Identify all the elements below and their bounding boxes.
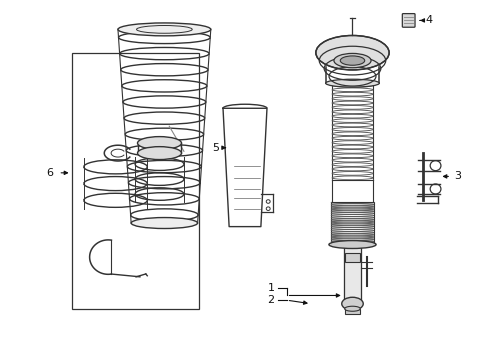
Text: 2: 2: [268, 295, 274, 305]
Ellipse shape: [340, 56, 365, 65]
Ellipse shape: [316, 36, 389, 70]
Ellipse shape: [131, 217, 197, 229]
Text: 1: 1: [268, 283, 274, 293]
Bar: [345, 253, 360, 262]
Text: 3: 3: [454, 171, 461, 181]
Ellipse shape: [138, 136, 181, 149]
Text: 4: 4: [426, 15, 433, 26]
FancyBboxPatch shape: [402, 14, 415, 27]
Ellipse shape: [344, 306, 360, 311]
Ellipse shape: [326, 79, 379, 87]
Ellipse shape: [342, 297, 363, 310]
Ellipse shape: [329, 240, 376, 248]
Bar: [344, 309, 360, 315]
Text: 5: 5: [212, 143, 219, 153]
Text: 6: 6: [46, 168, 53, 178]
Ellipse shape: [334, 53, 371, 68]
Ellipse shape: [138, 147, 181, 159]
Ellipse shape: [118, 23, 211, 36]
Bar: [72, 53, 198, 309]
